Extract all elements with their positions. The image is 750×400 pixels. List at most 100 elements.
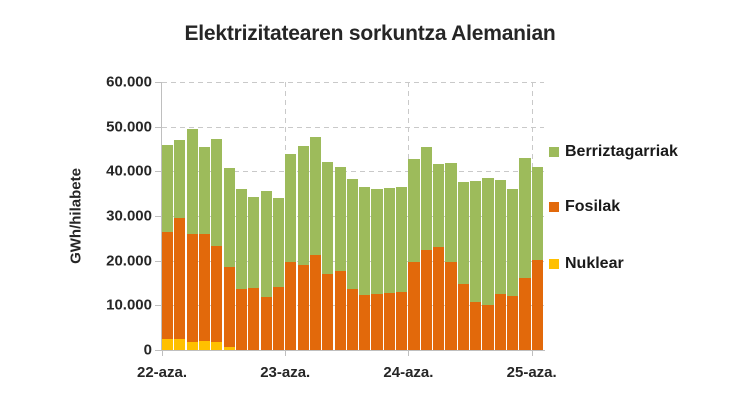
x-axis-line xyxy=(155,350,545,351)
bar-segment-berriztagarriak xyxy=(346,178,358,290)
bar-stack xyxy=(383,188,395,350)
bar-stack xyxy=(519,158,531,350)
bar-segment-berriztagarriak xyxy=(186,129,198,234)
bar-segment-fosilak xyxy=(297,264,309,350)
bar-segment-berriztagarriak xyxy=(371,189,383,294)
bar-stack xyxy=(198,147,211,350)
x-axis-tick-label: 25-aza. xyxy=(506,364,557,381)
y-axis-tick xyxy=(155,82,161,83)
gridline-horizontal xyxy=(162,171,544,173)
y-axis-tick xyxy=(155,305,161,307)
bar-stack xyxy=(297,146,309,350)
bar-stack xyxy=(235,189,248,350)
bar-segment-berriztagarriak xyxy=(309,137,322,255)
bar-segment-fosilak xyxy=(531,259,543,350)
bar-stack xyxy=(359,187,371,350)
bar-segment-fosilak xyxy=(396,291,408,350)
bar-segment-fosilak xyxy=(420,250,432,350)
gridline-horizontal xyxy=(162,82,544,83)
chart-title: Elektrizitatearen sorkuntza Alemanian xyxy=(184,22,556,45)
y-axis-tick-label: 0 xyxy=(143,341,152,359)
bar-segment-berriztagarriak xyxy=(297,146,309,265)
bar-segment-fosilak xyxy=(334,271,346,350)
bar-segment-fosilak xyxy=(346,289,358,350)
bar-segment-berriztagarriak xyxy=(322,161,334,274)
bar-stack xyxy=(482,178,494,350)
x-axis-tick xyxy=(408,350,410,356)
x-axis-tick xyxy=(285,350,287,356)
bar-stack xyxy=(371,189,383,350)
x-axis-tick-label: 24-aza. xyxy=(383,364,434,381)
bar-stack xyxy=(433,164,445,350)
bar-stack xyxy=(223,167,235,350)
bar-segment-fosilak xyxy=(272,287,285,350)
bar-segment-fosilak xyxy=(162,231,174,339)
bar-stack xyxy=(186,129,198,350)
bar-segment-berriztagarriak xyxy=(211,139,223,247)
bar-segment-fosilak xyxy=(408,262,420,350)
bar-segment-berriztagarriak xyxy=(272,198,285,288)
bar-segment-fosilak xyxy=(248,287,260,350)
bar-stack xyxy=(309,137,322,350)
bar-segment-berriztagarriak xyxy=(445,163,457,262)
bar-stack xyxy=(346,178,358,350)
x-axis-tick-label: 22-aza. xyxy=(136,364,188,381)
bar-stack xyxy=(396,186,408,350)
legend-item-fosilak: Fosilak xyxy=(549,198,620,216)
bar-segment-berriztagarriak xyxy=(470,180,482,302)
bar-segment-fosilak xyxy=(322,273,334,350)
bar-stack xyxy=(420,146,432,350)
y-axis-tick xyxy=(155,171,161,173)
y-axis-title: GWh/hilabete xyxy=(67,168,85,264)
bar-stack xyxy=(334,166,346,350)
bar-segment-berriztagarriak xyxy=(359,187,371,295)
bar-segment-berriztagarriak xyxy=(334,166,346,272)
bar-segment-nuklear xyxy=(223,347,235,350)
bar-stack xyxy=(322,161,334,350)
bar-segment-fosilak xyxy=(359,294,371,350)
x-axis-tick xyxy=(531,350,533,356)
bar-segment-fosilak xyxy=(383,292,395,350)
bar-segment-berriztagarriak xyxy=(285,154,297,263)
bar-segment-fosilak xyxy=(260,296,272,350)
bar-stack xyxy=(248,196,260,350)
bar-segment-fosilak xyxy=(470,301,482,350)
bar-segment-fosilak xyxy=(482,304,494,350)
y-axis-tick-label: 30.000 xyxy=(106,207,152,225)
legend-item-nuklear: Nuklear xyxy=(549,255,624,273)
y-axis-tick-label: 60.000 xyxy=(106,73,152,91)
legend-item-berriztagarriak: Berriztagarriak xyxy=(549,143,678,161)
x-axis-tick-label: 23-aza. xyxy=(260,364,311,381)
legend-label: Berriztagarriak xyxy=(565,143,678,160)
bar-segment-fosilak xyxy=(285,262,297,350)
bar-stack xyxy=(211,139,223,350)
bar-segment-berriztagarriak xyxy=(519,158,531,279)
bar-segment-fosilak xyxy=(433,247,445,350)
legend-swatch-icon xyxy=(549,259,559,269)
y-axis-tick xyxy=(155,350,161,351)
bar-segment-berriztagarriak xyxy=(235,189,248,290)
y-axis-tick xyxy=(155,216,161,217)
bar-segment-berriztagarriak xyxy=(420,146,432,251)
plot-area xyxy=(162,82,544,350)
gridline-horizontal xyxy=(162,126,544,128)
bar-segment-berriztagarriak xyxy=(223,167,235,268)
bar-segment-fosilak xyxy=(494,294,506,350)
y-axis-tick xyxy=(155,260,161,262)
bar-segment-fosilak xyxy=(371,293,383,350)
bar-segment-berriztagarriak xyxy=(198,147,211,234)
y-axis-tick xyxy=(155,126,161,128)
bar-segment-fosilak xyxy=(457,283,469,350)
bar-segment-fosilak xyxy=(186,233,198,342)
bar-stack xyxy=(494,179,506,350)
bar-stack xyxy=(507,188,519,350)
bar-stack xyxy=(408,159,420,350)
bar-segment-fosilak xyxy=(174,218,186,339)
bar-stack xyxy=(260,191,272,350)
bar-segment-berriztagarriak xyxy=(383,188,395,293)
bar-segment-nuklear xyxy=(198,341,211,350)
legend-swatch-icon xyxy=(549,202,559,212)
bar-segment-fosilak xyxy=(198,233,211,342)
y-axis-line xyxy=(161,82,162,351)
